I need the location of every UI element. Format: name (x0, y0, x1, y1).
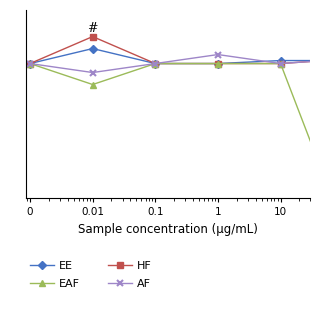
HF (216, 62, 220, 66)
Text: #: # (87, 22, 98, 35)
AF (91, 71, 95, 75)
HF (279, 62, 283, 66)
AF (153, 62, 157, 66)
EE (91, 47, 95, 51)
EE (279, 59, 283, 62)
Line: EE: EE (27, 46, 320, 66)
EAF (91, 83, 95, 86)
EAF (279, 62, 283, 66)
EE (153, 62, 157, 66)
Line: EAF: EAF (27, 60, 320, 181)
EAF (28, 62, 32, 66)
AF (279, 62, 283, 66)
HF (153, 62, 157, 66)
AF (216, 52, 220, 56)
HF (28, 62, 32, 66)
EE (28, 62, 32, 66)
X-axis label: Sample concentration (μg/mL): Sample concentration (μg/mL) (78, 223, 258, 236)
EE (216, 62, 220, 66)
AF (28, 62, 32, 66)
EAF (153, 62, 157, 66)
Line: AF: AF (27, 51, 320, 76)
EAF (216, 62, 220, 66)
HF (91, 35, 95, 38)
Legend: EE, EAF, HF, AF: EE, EAF, HF, AF (26, 257, 156, 293)
Line: HF: HF (27, 34, 320, 66)
